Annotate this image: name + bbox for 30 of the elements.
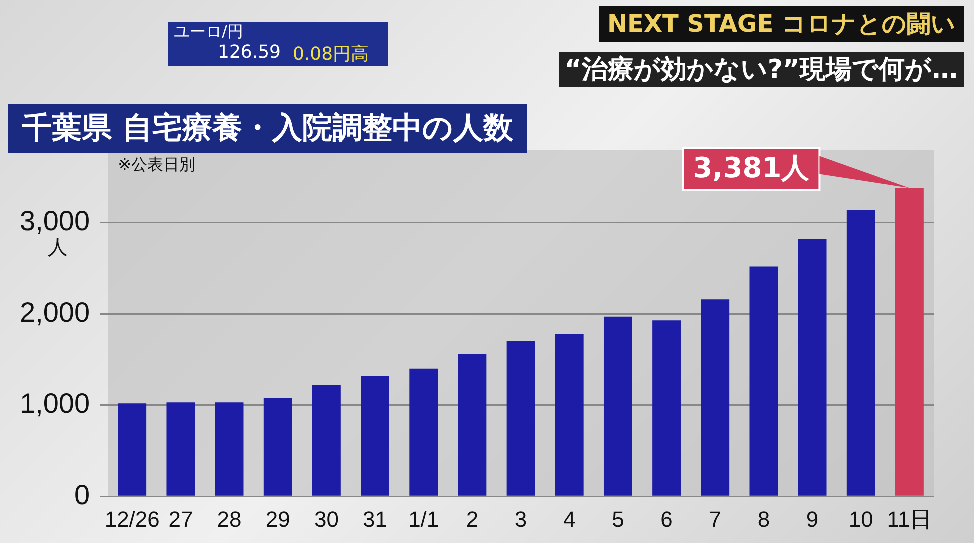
text: 126.59 xyxy=(218,42,281,63)
x-tick-label: 6 xyxy=(660,506,673,532)
x-tick-label: 10 xyxy=(848,506,874,532)
x-tick-label: 8 xyxy=(758,506,770,532)
text: 0.08円高 xyxy=(293,43,370,66)
x-tick-label: 30 xyxy=(314,506,339,532)
x-tick-label: 2 xyxy=(466,506,479,532)
annotation: 3,381人 xyxy=(693,152,811,184)
y-tick-label: 1,000 xyxy=(20,388,90,420)
text: NEXT STAGE コロナとの闘い xyxy=(599,6,964,42)
x-tick-label: 9 xyxy=(806,506,819,532)
chart-title: 千葉県 自宅療養・入院調整中の人数 xyxy=(8,104,528,153)
x-tick-label: 1/1 xyxy=(408,506,440,532)
x-tick-label: 4 xyxy=(563,506,576,532)
x-tick-label: 27 xyxy=(168,506,194,532)
text: “治療が効かない?”現場で何が… xyxy=(558,52,964,87)
x-tick-label: 29 xyxy=(266,506,290,532)
x-tick-label: 3 xyxy=(514,506,528,532)
y-tick-label: 0 xyxy=(74,479,90,510)
annotation: ※公表日別 xyxy=(118,155,196,174)
y-tick-label: 2,000 xyxy=(20,296,90,328)
text: ユーロ/円 xyxy=(174,22,244,43)
x-tick-label: 5 xyxy=(612,506,624,532)
x-tick-label: 28 xyxy=(217,506,242,532)
x-tick-label: 12/26 xyxy=(104,506,160,532)
x-tick-label: 31 xyxy=(363,506,388,532)
x-tick-label: 7 xyxy=(709,506,722,532)
y-tick-label: 3,000 xyxy=(20,206,90,237)
y-axis-title: 人 xyxy=(48,235,68,260)
x-tick-label: 11日 xyxy=(887,506,932,532)
